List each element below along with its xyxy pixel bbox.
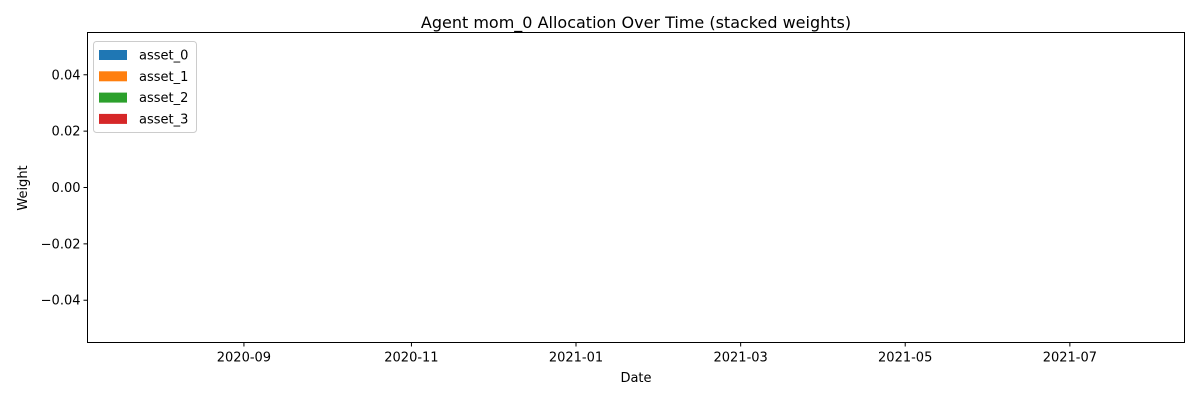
legend-swatch-asset-3 (99, 113, 127, 124)
plot-area (87, 32, 1185, 343)
legend-label-asset-0: asset_0 (139, 49, 188, 64)
y-tick-label: −0.04 (41, 294, 81, 309)
chart-title: Agent mom_0 Allocation Over Time (stacke… (421, 13, 851, 33)
legend-frame (93, 41, 197, 133)
x-axis: 2020-09 2020-11 2021-01 2021-03 2021-05 2021-… (217, 342, 1097, 366)
legend-swatch-asset-2 (99, 92, 127, 103)
legend-label-asset-3: asset_3 (139, 112, 188, 127)
x-tick-label: 2020-09 (217, 351, 271, 366)
legend: asset_0 asset_1 asset_2 asset_3 (93, 41, 197, 133)
x-tick-label: 2021-07 (1043, 351, 1097, 366)
y-tick-label: −0.02 (41, 237, 81, 252)
y-tick-label: 0.04 (52, 68, 81, 83)
legend-label-asset-1: asset_1 (139, 70, 188, 85)
y-axis: −0.04 −0.02 0.00 0.02 0.04 (41, 68, 88, 309)
y-tick-label: 0.02 (52, 125, 81, 140)
y-tick-label: 0.00 (52, 181, 81, 196)
x-tick-label: 2021-01 (549, 351, 603, 366)
x-tick-label: 2021-03 (713, 351, 767, 366)
y-axis-label: Weight (16, 165, 31, 210)
legend-swatch-asset-0 (99, 50, 127, 60)
x-tick-label: 2021-05 (878, 351, 932, 366)
x-axis-label: Date (620, 371, 651, 386)
legend-label-asset-2: asset_2 (139, 91, 188, 106)
legend-swatch-asset-1 (99, 71, 127, 82)
x-tick-label: 2020-11 (384, 351, 438, 366)
